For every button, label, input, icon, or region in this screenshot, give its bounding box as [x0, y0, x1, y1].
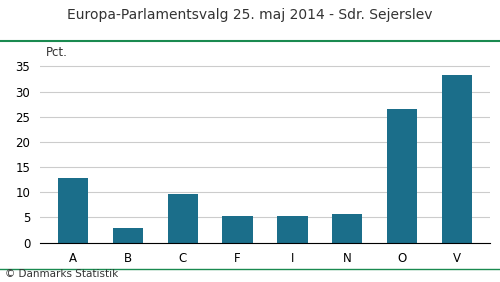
Bar — [222, 216, 252, 243]
Bar — [442, 75, 472, 243]
Text: Pct.: Pct. — [46, 46, 68, 59]
Bar — [112, 228, 143, 243]
Text: © Danmarks Statistik: © Danmarks Statistik — [5, 269, 118, 279]
Bar — [332, 214, 362, 243]
Bar — [168, 194, 198, 243]
Bar — [58, 178, 88, 243]
Bar — [387, 109, 418, 243]
Text: Europa-Parlamentsvalg 25. maj 2014 - Sdr. Sejerslev: Europa-Parlamentsvalg 25. maj 2014 - Sdr… — [67, 8, 433, 23]
Bar — [278, 216, 308, 243]
